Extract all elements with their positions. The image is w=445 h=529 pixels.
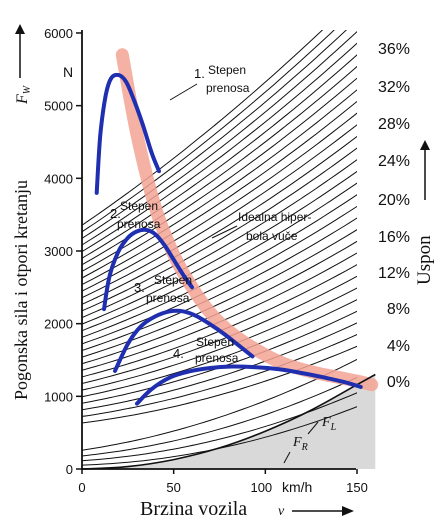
x-unit-label: km/h [282,479,312,495]
y-tick-marks: 0 1000 2000 3000 4000 5000 6000 [44,26,82,477]
grade-label: 32% [378,79,410,96]
grade-curve [82,112,357,292]
grade-curve [82,30,335,233]
svg-text:prenosa: prenosa [195,351,239,365]
grade-curve [82,100,357,285]
grade-curve [82,392,357,462]
grade-curve [82,54,357,259]
grade-label: 20% [378,192,410,209]
gear-curves [94,72,363,406]
svg-text:Idealna hiper-: Idealna hiper- [238,210,311,224]
y-tick-label: 5000 [44,99,73,114]
y-tick-label: 0 [66,462,73,477]
grade-curve [82,252,357,371]
svg-text:Stepen: Stepen [208,63,246,77]
grade-curve [82,194,357,338]
fr-label: FR [292,435,308,453]
grade-curve [82,299,357,398]
grade-curve [82,30,348,239]
grade-curve [82,376,357,457]
ideal-traction-hyperbola [115,48,379,392]
grade-curve [82,124,357,299]
gear-2-curve [102,227,194,312]
uspon-arrow-head [420,140,430,150]
svg-text:Stepen: Stepen [120,199,158,213]
grade-label: 24% [378,153,410,170]
gear3-label: 3. Stepen prenosa [134,273,192,305]
y-tick-label: 4000 [44,171,73,186]
grade-label: 16% [378,229,410,246]
grade-curve [82,42,357,253]
fr-label-line [283,451,291,464]
x-tick-label: 0 [78,480,85,495]
x-axis-label: Brzina vozila [140,498,247,520]
fl-label-line [307,421,319,435]
hyperbola-label: Idealna hiper- bola vuče [211,210,311,243]
grade-curve [82,77,357,272]
x-axis-symbol: v [278,504,285,519]
grade-label: 0% [387,374,410,391]
gear-3-curve [113,308,255,373]
grade-curve [82,217,357,351]
svg-text:4.: 4. [173,346,184,361]
svg-text:bola vuče: bola vuče [246,229,298,243]
grade-curve [82,345,357,424]
grade-curve [82,147,357,312]
x-tick-label: 100 [250,480,272,495]
grade-curve [82,406,357,466]
grade-curve [82,182,357,332]
grade-curve [82,170,357,325]
grade-label: 28% [378,116,410,133]
grade-label: 8% [387,301,410,318]
grade-label: 4% [387,338,410,355]
gear-4-curve [135,364,363,406]
gear4-label: 4. Stepen prenosa [173,335,239,365]
grade-label: 12% [378,265,410,282]
grade-curve [82,135,357,305]
grade-curve [82,205,357,345]
gear-1-curve [94,72,161,195]
y-tick-label: 3000 [44,244,73,259]
svg-text:prenosa: prenosa [146,291,190,305]
svg-text:prenosa: prenosa [117,217,161,231]
fl-label: FL [321,415,337,433]
svg-text:2.: 2. [110,206,121,221]
grade-curve [82,240,357,365]
grade-curve [82,322,357,411]
x-tick-label: 150 [346,480,368,495]
gear2-label: 2. Stepen prenosa [110,199,161,231]
grade-curve [82,30,324,226]
gear1-label: 1. Stepen prenosa [169,63,250,101]
x-arrow-head [342,506,354,516]
uspon-label: Uspon [414,235,435,285]
svg-text:3.: 3. [134,280,145,295]
grade-labels: 0% 4% 8% 12% 16% 20% 24% 28% 32% 36% [378,41,410,391]
grade-curve [82,30,357,246]
svg-text:prenosa: prenosa [206,81,250,95]
resistance-shaded-area [82,374,376,469]
x-tick-label: 50 [166,480,180,495]
y-unit-label: N [63,64,73,80]
y-tick-label: 6000 [44,26,73,41]
y-tick-label: 2000 [44,317,73,332]
grade-curve [82,159,357,318]
grade-curve [82,310,357,404]
svg-text:1.: 1. [194,66,205,81]
grade-curve [82,287,357,391]
y-arrow-head [15,24,25,34]
grade-curve [82,334,357,417]
svg-text:Stepen: Stepen [196,335,234,349]
x-tick-marks: 0 50 100 150 [78,469,368,495]
y-axis-symbol: FW [14,84,33,105]
y-tick-label: 1000 [44,389,73,404]
grade-curve [82,89,357,279]
y-axis-label: Pogonska sila i otpori kretanju [11,180,31,400]
svg-text:Stepen: Stepen [154,273,192,287]
grade-label: 36% [378,41,410,58]
